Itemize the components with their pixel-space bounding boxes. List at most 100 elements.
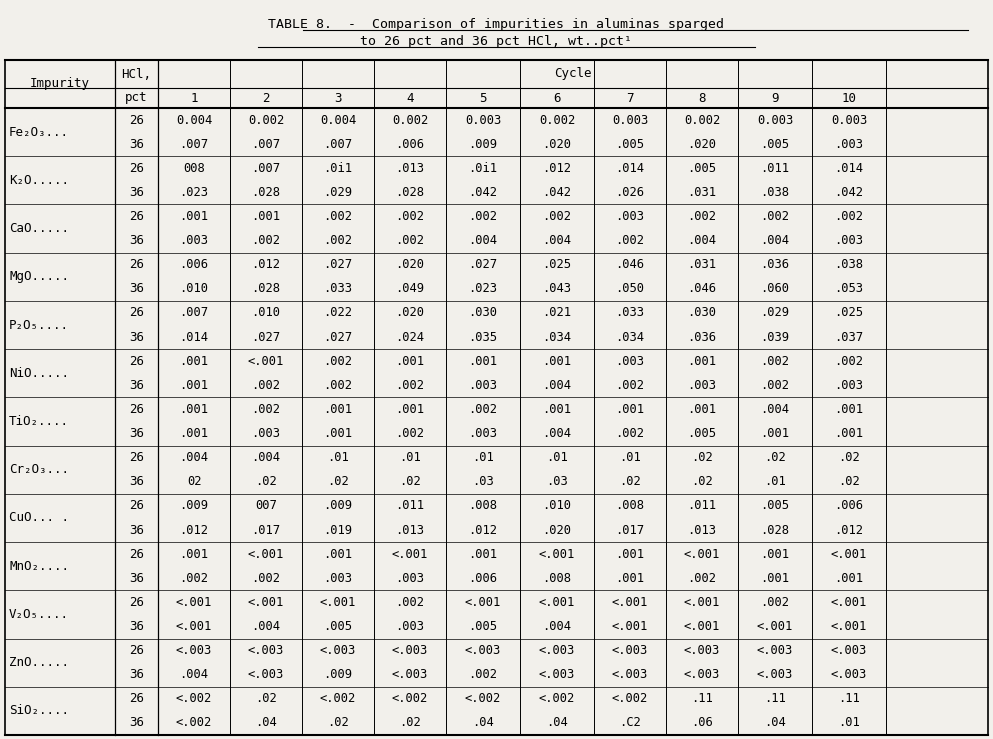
Text: .001: .001 <box>542 403 572 416</box>
Text: .002: .002 <box>324 234 353 247</box>
Text: 26: 26 <box>129 162 144 175</box>
Text: 36: 36 <box>129 330 144 344</box>
Text: .035: .035 <box>469 330 497 344</box>
Text: .04: .04 <box>255 716 277 729</box>
Text: .001: .001 <box>395 355 424 368</box>
Text: .02: .02 <box>327 475 349 488</box>
Text: .046: .046 <box>687 282 717 296</box>
Text: .001: .001 <box>834 572 864 585</box>
Text: 02: 02 <box>187 475 202 488</box>
Text: 0.004: 0.004 <box>176 114 213 126</box>
Text: .038: .038 <box>761 186 789 199</box>
Text: HCl,: HCl, <box>121 67 152 81</box>
Text: 9: 9 <box>772 92 779 104</box>
Text: 26: 26 <box>129 500 144 512</box>
Text: Cycle: Cycle <box>554 67 592 81</box>
Text: .003: .003 <box>834 234 864 247</box>
Text: .01: .01 <box>327 452 349 464</box>
Text: .003: .003 <box>834 137 864 151</box>
Text: .01: .01 <box>472 452 494 464</box>
Text: ZnO.....: ZnO..... <box>9 656 69 669</box>
Text: <.003: <.003 <box>612 644 648 657</box>
Text: .006: .006 <box>395 137 424 151</box>
Text: to 26 pct and 36 pct HCl, wt..pct¹: to 26 pct and 36 pct HCl, wt..pct¹ <box>360 35 632 48</box>
Text: TiO₂....: TiO₂.... <box>9 415 69 428</box>
Text: <.001: <.001 <box>684 620 720 633</box>
Text: .001: .001 <box>180 355 209 368</box>
Text: .028: .028 <box>761 523 789 537</box>
Text: <.001: <.001 <box>176 620 213 633</box>
Text: .025: .025 <box>834 307 864 319</box>
Text: .005: .005 <box>616 137 644 151</box>
Text: .02: .02 <box>691 475 713 488</box>
Text: <.003: <.003 <box>539 668 575 681</box>
Text: .003: .003 <box>395 572 424 585</box>
Text: .022: .022 <box>324 307 353 319</box>
Text: .002: .002 <box>834 210 864 223</box>
Text: .008: .008 <box>616 500 644 512</box>
Text: .C2: .C2 <box>619 716 640 729</box>
Text: .028: .028 <box>251 282 280 296</box>
Text: .002: .002 <box>761 379 789 392</box>
Text: <.003: <.003 <box>539 644 575 657</box>
Text: .002: .002 <box>616 234 644 247</box>
Text: .020: .020 <box>395 258 424 271</box>
Text: .002: .002 <box>324 210 353 223</box>
Text: Cr₂O₃...: Cr₂O₃... <box>9 463 69 476</box>
Text: .038: .038 <box>834 258 864 271</box>
Text: .042: .042 <box>542 186 572 199</box>
Text: .020: .020 <box>542 137 572 151</box>
Text: .050: .050 <box>616 282 644 296</box>
Text: .02: .02 <box>619 475 640 488</box>
Text: .003: .003 <box>834 379 864 392</box>
Text: .001: .001 <box>687 403 717 416</box>
Text: TABLE 8.  -  Comparison of impurities in aluminas sparged: TABLE 8. - Comparison of impurities in a… <box>268 18 724 31</box>
Text: 26: 26 <box>129 548 144 561</box>
Text: 36: 36 <box>129 620 144 633</box>
Text: <.001: <.001 <box>539 548 575 561</box>
Text: .019: .019 <box>324 523 353 537</box>
Text: .02: .02 <box>399 716 421 729</box>
Text: .026: .026 <box>616 186 644 199</box>
Text: .002: .002 <box>761 210 789 223</box>
Text: .027: .027 <box>324 258 353 271</box>
Text: 4: 4 <box>406 92 414 104</box>
Text: 26: 26 <box>129 210 144 223</box>
Text: <.002: <.002 <box>612 692 648 705</box>
Text: .001: .001 <box>469 548 497 561</box>
Text: <.003: <.003 <box>757 644 793 657</box>
Text: .001: .001 <box>542 355 572 368</box>
Text: .02: .02 <box>255 475 277 488</box>
Text: .034: .034 <box>616 330 644 344</box>
Text: .033: .033 <box>616 307 644 319</box>
Text: .023: .023 <box>180 186 209 199</box>
Text: <.003: <.003 <box>320 644 356 657</box>
Text: 0.002: 0.002 <box>392 114 428 126</box>
Text: 10: 10 <box>841 92 857 104</box>
Text: 0.003: 0.003 <box>612 114 648 126</box>
Text: .014: .014 <box>834 162 864 175</box>
Text: .008: .008 <box>469 500 497 512</box>
Text: .020: .020 <box>395 307 424 319</box>
Text: .003: .003 <box>469 427 497 440</box>
Text: .004: .004 <box>761 403 789 416</box>
Text: .002: .002 <box>251 572 280 585</box>
Text: .004: .004 <box>542 379 572 392</box>
Text: .005: .005 <box>761 137 789 151</box>
Text: .004: .004 <box>761 234 789 247</box>
Text: .010: .010 <box>542 500 572 512</box>
Text: .030: .030 <box>469 307 497 319</box>
Text: 0.002: 0.002 <box>248 114 284 126</box>
Text: <.002: <.002 <box>176 716 213 729</box>
Text: .002: .002 <box>324 355 353 368</box>
Text: 36: 36 <box>129 475 144 488</box>
Text: .027: .027 <box>469 258 497 271</box>
Text: K₂O.....: K₂O..... <box>9 174 69 187</box>
Text: 36: 36 <box>129 282 144 296</box>
Text: .001: .001 <box>180 403 209 416</box>
Text: .025: .025 <box>542 258 572 271</box>
Text: .005: .005 <box>761 500 789 512</box>
Text: <.001: <.001 <box>684 548 720 561</box>
Text: .001: .001 <box>180 379 209 392</box>
Text: .043: .043 <box>542 282 572 296</box>
